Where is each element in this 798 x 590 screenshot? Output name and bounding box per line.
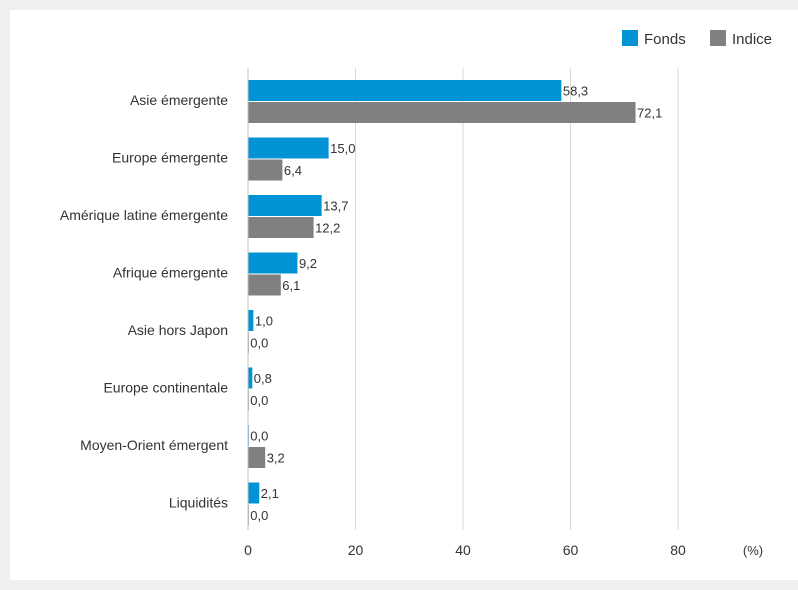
data-label-indice: 0,0 bbox=[250, 508, 268, 523]
data-label-fonds: 0,8 bbox=[254, 371, 272, 386]
bar-fonds bbox=[248, 367, 253, 389]
legend-label-fonds: Fonds bbox=[644, 31, 686, 48]
bar-indice bbox=[248, 217, 314, 238]
category-label: Europe continentale bbox=[103, 380, 228, 396]
bar-fonds bbox=[248, 195, 322, 216]
bar-fonds bbox=[248, 137, 329, 159]
bar-indice bbox=[248, 159, 283, 181]
data-label-indice: 12,2 bbox=[315, 221, 340, 236]
data-label-fonds: 9,2 bbox=[299, 256, 317, 271]
data-label-fonds: 58,3 bbox=[563, 84, 588, 99]
x-tick-label: 60 bbox=[563, 542, 579, 558]
legend-swatch-indice bbox=[710, 30, 726, 46]
data-label-indice: 0,0 bbox=[250, 393, 268, 408]
x-tick-label: 80 bbox=[670, 542, 686, 558]
bar-fonds bbox=[248, 252, 298, 274]
chart-panel: Asie émergente 58,3 72,1 Europe émergente 15… bbox=[10, 10, 798, 580]
category-label: Liquidités bbox=[169, 495, 228, 511]
bar-indice bbox=[248, 447, 266, 468]
data-label-fonds: 1,0 bbox=[255, 314, 273, 329]
grid-layer bbox=[355, 68, 679, 530]
bar-fonds bbox=[248, 310, 254, 331]
data-label-fonds: 2,1 bbox=[261, 486, 279, 501]
data-label-indice: 6,4 bbox=[284, 163, 302, 178]
legend-label-indice: Indice bbox=[732, 31, 772, 48]
bar-layer bbox=[248, 80, 636, 526]
label-layer: Asie émergente 58,3 72,1 Europe émergente 15… bbox=[60, 84, 662, 524]
data-label-indice: 72,1 bbox=[637, 106, 662, 121]
data-label-fonds: 13,7 bbox=[323, 199, 348, 214]
category-label: Afrique émergente bbox=[113, 265, 228, 281]
data-label-indice: 3,2 bbox=[267, 451, 285, 466]
bar-fonds bbox=[248, 482, 260, 504]
data-label-indice: 0,0 bbox=[250, 336, 268, 351]
x-tick-label: 40 bbox=[455, 542, 471, 558]
legend-swatch-fonds bbox=[622, 30, 638, 46]
category-label: Amérique latine émergente bbox=[60, 207, 228, 223]
legend: Fonds Indice bbox=[622, 30, 772, 48]
data-label-fonds: 15,0 bbox=[330, 141, 355, 156]
category-label: Moyen-Orient émergent bbox=[80, 437, 228, 453]
data-label-fonds: 0,0 bbox=[250, 429, 268, 444]
x-tick-label: 20 bbox=[348, 542, 364, 558]
bar-indice bbox=[248, 274, 281, 296]
bar-fonds bbox=[248, 80, 562, 101]
x-tick-label: 0 bbox=[244, 542, 252, 558]
category-label: Europe émergente bbox=[112, 150, 228, 166]
category-label: Asie hors Japon bbox=[128, 322, 228, 338]
allocation-bar-chart: Asie émergente 58,3 72,1 Europe émergente 15… bbox=[60, 30, 772, 558]
data-label-indice: 6,1 bbox=[282, 278, 300, 293]
axis-layer: 0 20 40 60 80 (%) bbox=[244, 68, 763, 558]
bar-indice bbox=[248, 102, 636, 123]
unit-label: (%) bbox=[743, 543, 763, 558]
category-label: Asie émergente bbox=[130, 92, 228, 108]
